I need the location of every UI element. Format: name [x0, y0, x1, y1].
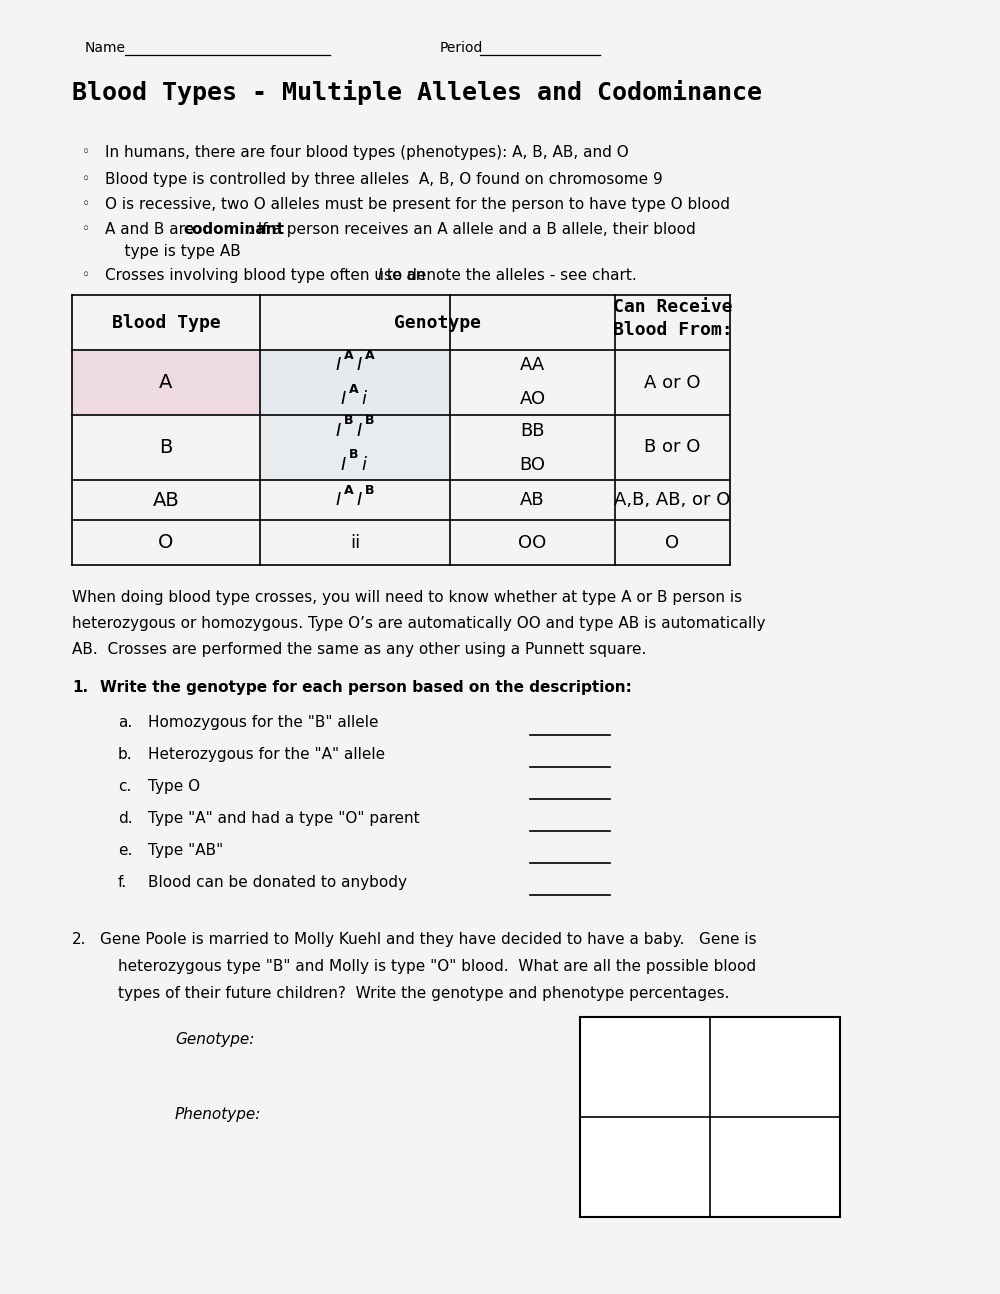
Text: I: I	[336, 490, 341, 509]
Text: Heterozygous for the "A" allele: Heterozygous for the "A" allele	[148, 747, 385, 762]
Text: A and B are: A and B are	[105, 223, 199, 237]
Text: Blood Types - Multiple Alleles and Codominance: Blood Types - Multiple Alleles and Codom…	[72, 80, 762, 105]
Text: heterozygous or homozygous. Type O’s are automatically OO and type AB is automat: heterozygous or homozygous. Type O’s are…	[72, 616, 766, 631]
Text: c.: c.	[118, 779, 131, 795]
Text: ◦: ◦	[82, 197, 90, 211]
Text: O: O	[158, 533, 174, 553]
Text: A: A	[344, 484, 354, 497]
Text: B: B	[349, 448, 358, 461]
Text: Genotype: Genotype	[394, 313, 481, 331]
Text: A,B, AB, or O: A,B, AB, or O	[614, 490, 731, 509]
Text: A: A	[344, 349, 354, 362]
Text: B: B	[365, 484, 374, 497]
Text: O: O	[665, 533, 680, 551]
Text: 1.: 1.	[72, 681, 88, 695]
Text: Write the genotype for each person based on the description:: Write the genotype for each person based…	[100, 681, 632, 695]
Text: Blood type is controlled by three alleles  A, B, O found on chromosome 9: Blood type is controlled by three allele…	[105, 172, 663, 188]
Text: I: I	[336, 357, 341, 374]
Text: i: i	[362, 455, 366, 474]
Text: codominant: codominant	[183, 223, 284, 237]
Text: I: I	[357, 490, 362, 509]
Bar	[260, 349, 450, 415]
Text: Type "A" and had a type "O" parent: Type "A" and had a type "O" parent	[148, 811, 420, 826]
Text: b.: b.	[118, 747, 133, 762]
Text: I: I	[336, 422, 341, 440]
Text: AB: AB	[153, 490, 179, 510]
Text: heterozygous type "B" and Molly is type "O" blood.  What are all the possible bl: heterozygous type "B" and Molly is type …	[118, 959, 756, 974]
Text: Homozygous for the "B" allele: Homozygous for the "B" allele	[148, 716, 378, 730]
Text: Crosses involving blood type often use an: Crosses involving blood type often use a…	[105, 268, 430, 283]
Bar	[72, 349, 260, 415]
Text: e.: e.	[118, 842, 132, 858]
Text: I: I	[357, 422, 362, 440]
Text: ii: ii	[350, 533, 360, 551]
Text: Blood can be donated to anybody: Blood can be donated to anybody	[148, 875, 407, 890]
Text: Genotype:: Genotype:	[175, 1033, 254, 1047]
Text: Type "AB": Type "AB"	[148, 842, 223, 858]
Text: When doing blood type crosses, you will need to know whether at type A or B pers: When doing blood type crosses, you will …	[72, 590, 742, 606]
Text: ◦: ◦	[82, 145, 90, 159]
Text: . If a person receives an A allele and a B allele, their blood: . If a person receives an A allele and a…	[248, 223, 696, 237]
Text: 2.: 2.	[72, 932, 87, 947]
Text: I: I	[340, 391, 346, 409]
Text: type is type AB: type is type AB	[105, 245, 241, 259]
Bar	[260, 415, 450, 480]
Text: I: I	[378, 268, 382, 283]
Text: BO: BO	[520, 455, 546, 474]
Text: I: I	[340, 455, 346, 474]
Text: BB: BB	[520, 422, 545, 440]
Text: A: A	[349, 383, 358, 396]
Text: a.: a.	[118, 716, 132, 730]
Text: I: I	[357, 357, 362, 374]
Text: Can Receive
Blood From:: Can Receive Blood From:	[613, 298, 732, 339]
Text: AA: AA	[520, 357, 545, 374]
Text: to denote the alleles - see chart.: to denote the alleles - see chart.	[382, 268, 637, 283]
Text: Name: Name	[85, 41, 126, 56]
Text: B or O: B or O	[644, 439, 701, 457]
Text: ◦: ◦	[82, 223, 90, 236]
Text: d.: d.	[118, 811, 133, 826]
Text: A or O: A or O	[644, 374, 701, 392]
Text: AB: AB	[520, 490, 545, 509]
Text: f.: f.	[118, 875, 127, 890]
Text: B: B	[344, 414, 354, 427]
Bar	[580, 1017, 840, 1216]
Text: types of their future children?  Write the genotype and phenotype percentages.: types of their future children? Write th…	[118, 986, 730, 1002]
Text: ◦: ◦	[82, 172, 90, 186]
Text: O is recessive, two O alleles must be present for the person to have type O bloo: O is recessive, two O alleles must be pr…	[105, 197, 730, 212]
Text: A: A	[365, 349, 375, 362]
Text: ◦: ◦	[82, 268, 90, 282]
Text: Type O: Type O	[148, 779, 200, 795]
Text: AB.  Crosses are performed the same as any other using a Punnett square.: AB. Crosses are performed the same as an…	[72, 642, 646, 657]
Text: Gene Poole is married to Molly Kuehl and they have decided to have a baby.   Gen: Gene Poole is married to Molly Kuehl and…	[100, 932, 757, 947]
Text: Period: Period	[440, 41, 483, 56]
Text: Phenotype:: Phenotype:	[175, 1106, 261, 1122]
Text: In humans, there are four blood types (phenotypes): A, B, AB, and O: In humans, there are four blood types (p…	[105, 145, 629, 160]
Text: OO: OO	[518, 533, 547, 551]
Text: B: B	[159, 437, 173, 457]
Text: i: i	[362, 391, 366, 409]
Text: B: B	[365, 414, 374, 427]
Text: AO: AO	[519, 391, 546, 409]
Text: Blood Type: Blood Type	[112, 313, 220, 331]
Text: A: A	[159, 373, 173, 392]
